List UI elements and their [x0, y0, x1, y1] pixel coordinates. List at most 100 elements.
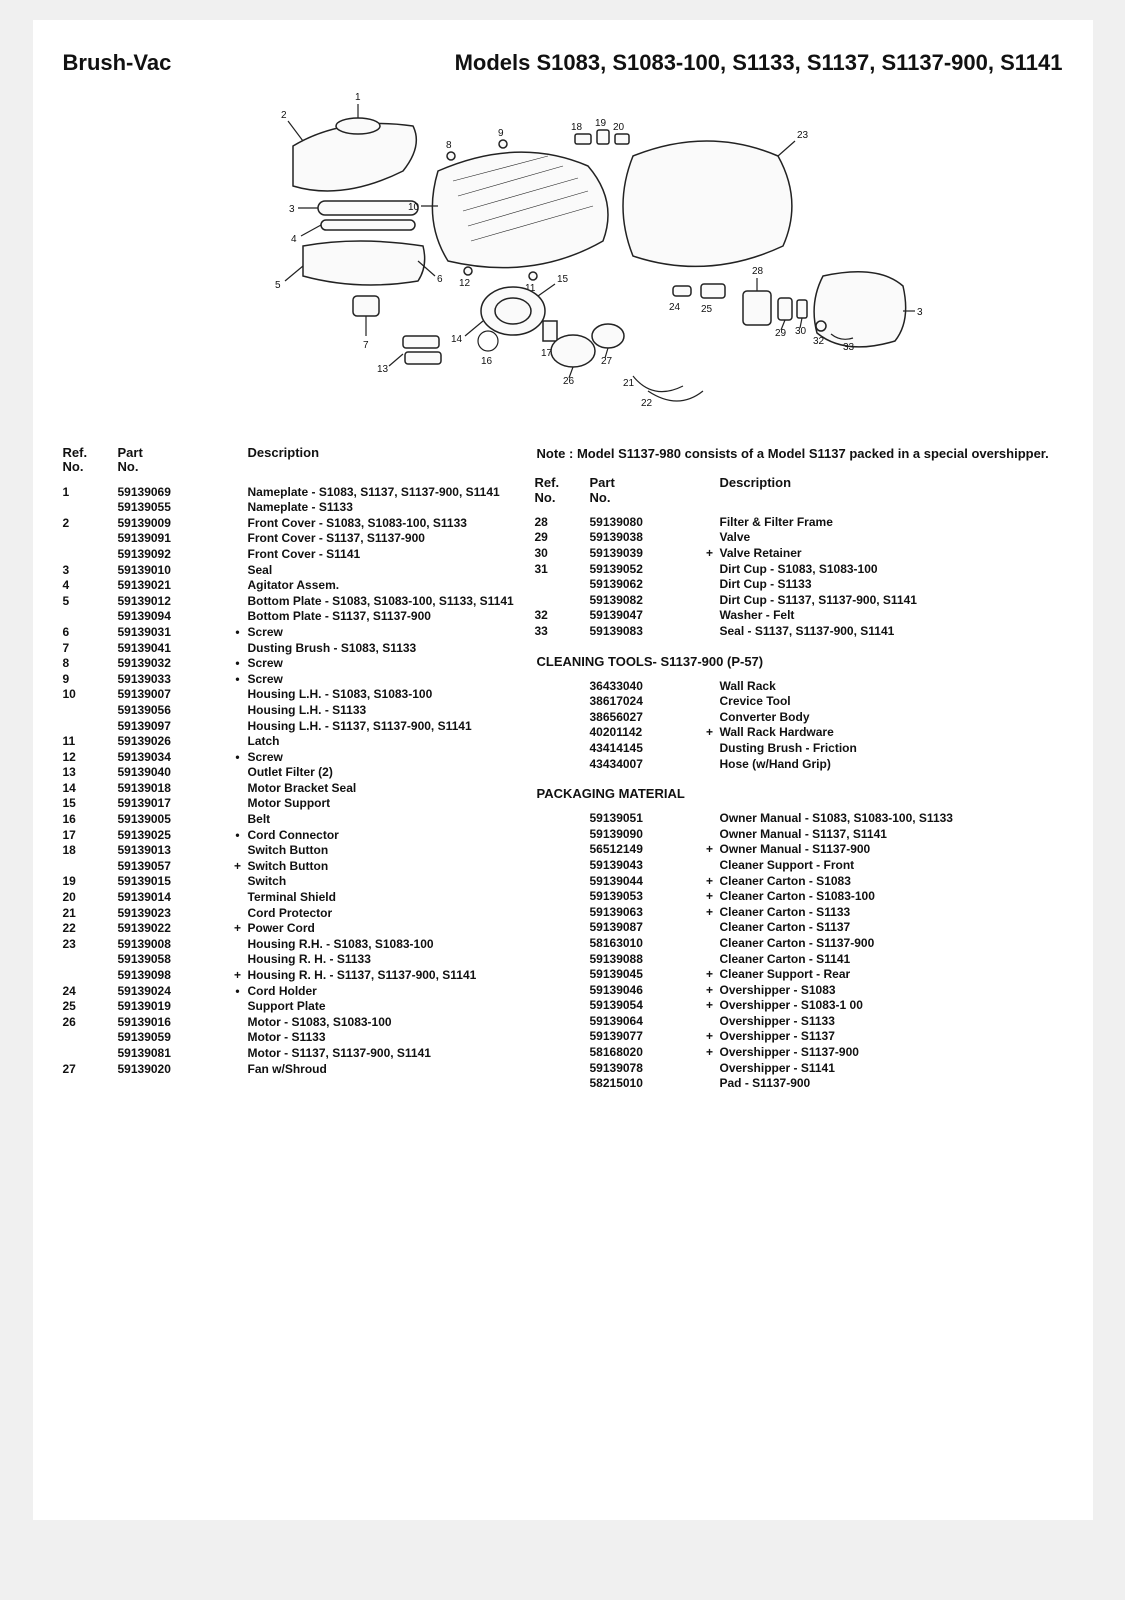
- cell-desc: Dusting Brush - S1083, S1133: [248, 641, 525, 657]
- cell-desc: Motor - S1137, S1137-900, S1141: [248, 1046, 525, 1062]
- cell-mark: [228, 531, 248, 547]
- cell-ref: 33: [535, 624, 590, 640]
- cell-mark: [228, 812, 248, 828]
- cell-part: 59139044: [590, 874, 700, 890]
- cell-ref: 8: [63, 656, 118, 672]
- svg-text:25: 25: [701, 304, 713, 315]
- table-row: 59139087Cleaner Carton - S1137: [535, 920, 1063, 936]
- cell-part: 59139069: [118, 485, 228, 501]
- table-row: 38617024Crevice Tool: [535, 694, 1063, 710]
- cell-ref: [535, 694, 590, 710]
- cell-ref: [63, 859, 118, 875]
- cell-part: 59139032: [118, 656, 228, 672]
- table-row: 58163010Cleaner Carton - S1137-900: [535, 936, 1063, 952]
- cell-desc: Screw: [248, 656, 525, 672]
- cell-desc: Owner Manual - S1137-900: [720, 842, 1063, 858]
- cell-part: 59139059: [118, 1030, 228, 1046]
- cell-part: 43414145: [590, 741, 700, 757]
- cell-ref: [535, 983, 590, 999]
- table-row: 59139082Dirt Cup - S1137, S1137-900, S11…: [535, 593, 1063, 609]
- table-row: 1659139005Belt: [63, 812, 525, 828]
- cell-part: 59139014: [118, 890, 228, 906]
- cell-mark: •: [228, 672, 248, 688]
- svg-text:6: 6: [437, 274, 443, 285]
- table-row: 59139051Owner Manual - S1083, S1083-100,…: [535, 811, 1063, 827]
- cell-ref: [535, 858, 590, 874]
- table-row: 2259139022+Power Cord: [63, 921, 525, 937]
- cell-part: 59139078: [590, 1061, 700, 1077]
- cell-mark: [700, 577, 720, 593]
- table-row: 59139064Overshipper - S1133: [535, 1014, 1063, 1030]
- cell-desc: Cleaner Support - Front: [720, 858, 1063, 874]
- cell-mark: +: [700, 889, 720, 905]
- cell-ref: 12: [63, 750, 118, 766]
- cell-desc: Dirt Cup - S1083, S1083-100: [720, 562, 1063, 578]
- cell-part: 59139039: [590, 546, 700, 562]
- cell-ref: [535, 725, 590, 741]
- cell-desc: Cleaner Carton - S1083-100: [720, 889, 1063, 905]
- table-row: 3159139052Dirt Cup - S1083, S1083-100: [535, 562, 1063, 578]
- cell-part: 59139054: [590, 998, 700, 1014]
- svg-text:21: 21: [623, 378, 635, 389]
- table-row: 859139032•Screw: [63, 656, 525, 672]
- svg-text:7: 7: [363, 340, 369, 351]
- cell-desc: Nameplate - S1083, S1137, S1137-900, S11…: [248, 485, 525, 501]
- cell-ref: [535, 936, 590, 952]
- table-row: 36433040Wall Rack: [535, 679, 1063, 695]
- cell-mark: +: [700, 1029, 720, 1045]
- cell-desc: Front Cover - S1141: [248, 547, 525, 563]
- packaging-table-body: 59139051Owner Manual - S1083, S1083-100,…: [535, 811, 1063, 1092]
- table-row: 43434007Hose (w/Hand Grip): [535, 757, 1063, 773]
- cell-desc: Cleaner Carton - S1083: [720, 874, 1063, 890]
- cell-ref: 10: [63, 687, 118, 703]
- cell-mark: [228, 500, 248, 516]
- cell-mark: •: [228, 828, 248, 844]
- cell-mark: +: [700, 998, 720, 1014]
- table-row: 2159139023Cord Protector: [63, 906, 525, 922]
- cell-ref: [63, 952, 118, 968]
- col-header-ref: Ref. No.: [63, 446, 118, 475]
- cell-part: 59139034: [118, 750, 228, 766]
- cell-mark: [700, 694, 720, 710]
- cell-mark: [228, 516, 248, 532]
- cell-ref: 21: [63, 906, 118, 922]
- table-row: 59139081Motor - S1137, S1137-900, S1141: [63, 1046, 525, 1062]
- cell-desc: Overshipper - S1083-1 00: [720, 998, 1063, 1014]
- cell-ref: [535, 827, 590, 843]
- cell-desc: Cord Connector: [248, 828, 525, 844]
- cell-desc: Housing L.H. - S1133: [248, 703, 525, 719]
- table-row: 59139094Bottom Plate - S1137, S1137-900: [63, 609, 525, 625]
- cell-part: 59139007: [118, 687, 228, 703]
- cell-mark: +: [700, 967, 720, 983]
- col-header-part: Part No.: [590, 476, 700, 505]
- cell-desc: Pad - S1137-900: [720, 1076, 1063, 1092]
- table-row: 659139031•Screw: [63, 625, 525, 641]
- cell-ref: [535, 593, 590, 609]
- table-row: 1159139026Latch: [63, 734, 525, 750]
- svg-text:9: 9: [498, 128, 504, 139]
- cell-mark: [228, 703, 248, 719]
- cell-desc: Dirt Cup - S1133: [720, 577, 1063, 593]
- cell-mark: [228, 1062, 248, 1078]
- cell-part: 59139022: [118, 921, 228, 937]
- cell-part: 59139062: [590, 577, 700, 593]
- cell-ref: 22: [63, 921, 118, 937]
- cell-desc: Motor - S1133: [248, 1030, 525, 1046]
- cell-mark: [228, 796, 248, 812]
- cell-mark: [700, 936, 720, 952]
- cell-desc: Wall Rack Hardware: [720, 725, 1063, 741]
- table-row: 59139059 Motor - S1133: [63, 1030, 525, 1046]
- cell-mark: [228, 547, 248, 563]
- cell-ref: 28: [535, 515, 590, 531]
- cell-ref: [63, 547, 118, 563]
- cell-part: 59139017: [118, 796, 228, 812]
- cell-ref: 20: [63, 890, 118, 906]
- cell-desc: Owner Manual - S1137, S1141: [720, 827, 1063, 843]
- cell-desc: Filter & Filter Frame: [720, 515, 1063, 531]
- table-row: 59139090 Owner Manual - S1137, S1141: [535, 827, 1063, 843]
- cell-desc: Cleaner Support - Rear: [720, 967, 1063, 983]
- cell-desc: Seal - S1137, S1137-900, S1141: [720, 624, 1063, 640]
- cell-part: 59139045: [590, 967, 700, 983]
- cell-part: 59139090: [590, 827, 700, 843]
- cell-part: 59139019: [118, 999, 228, 1015]
